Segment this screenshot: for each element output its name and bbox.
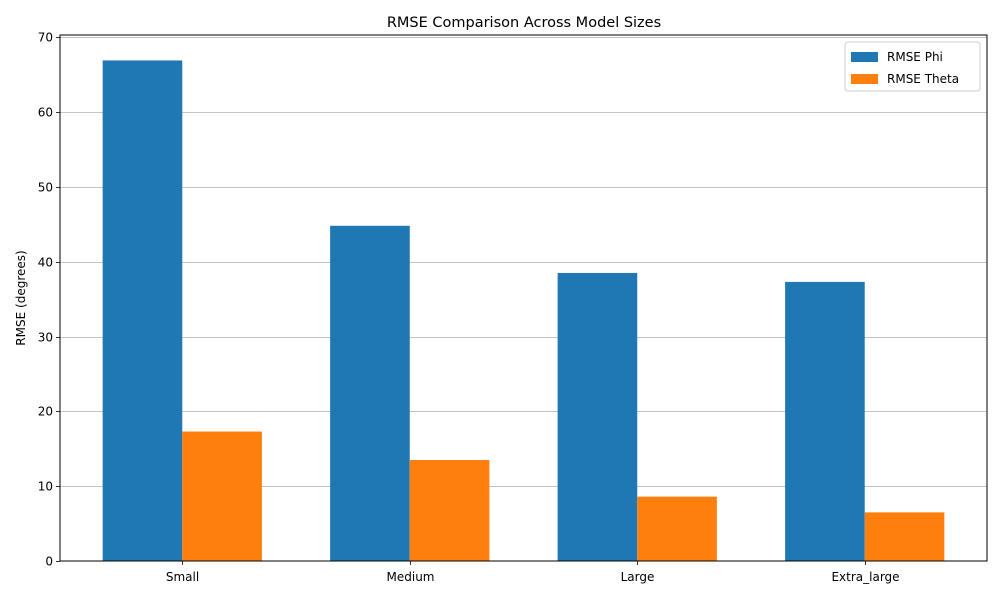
x-tick-label-1: Medium: [387, 570, 435, 584]
y-axis: 0 10 20 30 40 50 60 70: [38, 31, 60, 569]
y-tick-label-2: 20: [38, 405, 53, 419]
y-axis-label: RMSE (degrees): [14, 250, 28, 345]
x-tick-label-3: Extra_large: [831, 570, 899, 584]
bars: [102, 60, 945, 562]
x-axis: Small Medium Large Extra_large: [166, 561, 900, 584]
y-tick-label-0: 0: [45, 555, 53, 569]
legend-swatch-0: [851, 52, 878, 62]
bar-rmse-theta-large: [637, 496, 717, 561]
y-tick-label-5: 50: [38, 181, 53, 195]
legend-label-0: RMSE Phi: [887, 50, 943, 64]
bar-rmse-theta-medium: [409, 459, 490, 561]
legend-label-1: RMSE Theta: [887, 72, 959, 86]
legend: RMSE Phi RMSE Theta: [844, 41, 981, 92]
bar-rmse-phi-large: [557, 272, 638, 561]
y-tick-label-6: 60: [38, 106, 53, 120]
legend-swatch-1: [851, 74, 878, 84]
bar-rmse-theta-extra_large: [864, 512, 945, 561]
y-tick-label-7: 70: [38, 31, 53, 45]
x-tick-label-2: Large: [621, 570, 655, 584]
bar-rmse-phi-small: [102, 60, 183, 561]
plot-frame: [59, 34, 988, 562]
gridlines: [60, 37, 987, 487]
x-tick-label-0: Small: [166, 570, 199, 584]
bar-rmse-phi-extra_large: [785, 281, 865, 561]
bar-rmse-phi-medium: [330, 225, 410, 562]
y-tick-label-3: 30: [38, 331, 53, 345]
legend-box: [844, 41, 981, 92]
y-tick-label-1: 10: [38, 480, 53, 494]
chart-title: RMSE Comparison Across Model Sizes: [387, 15, 661, 31]
y-tick-label-4: 40: [38, 256, 53, 270]
bar-rmse-theta-small: [182, 431, 262, 561]
